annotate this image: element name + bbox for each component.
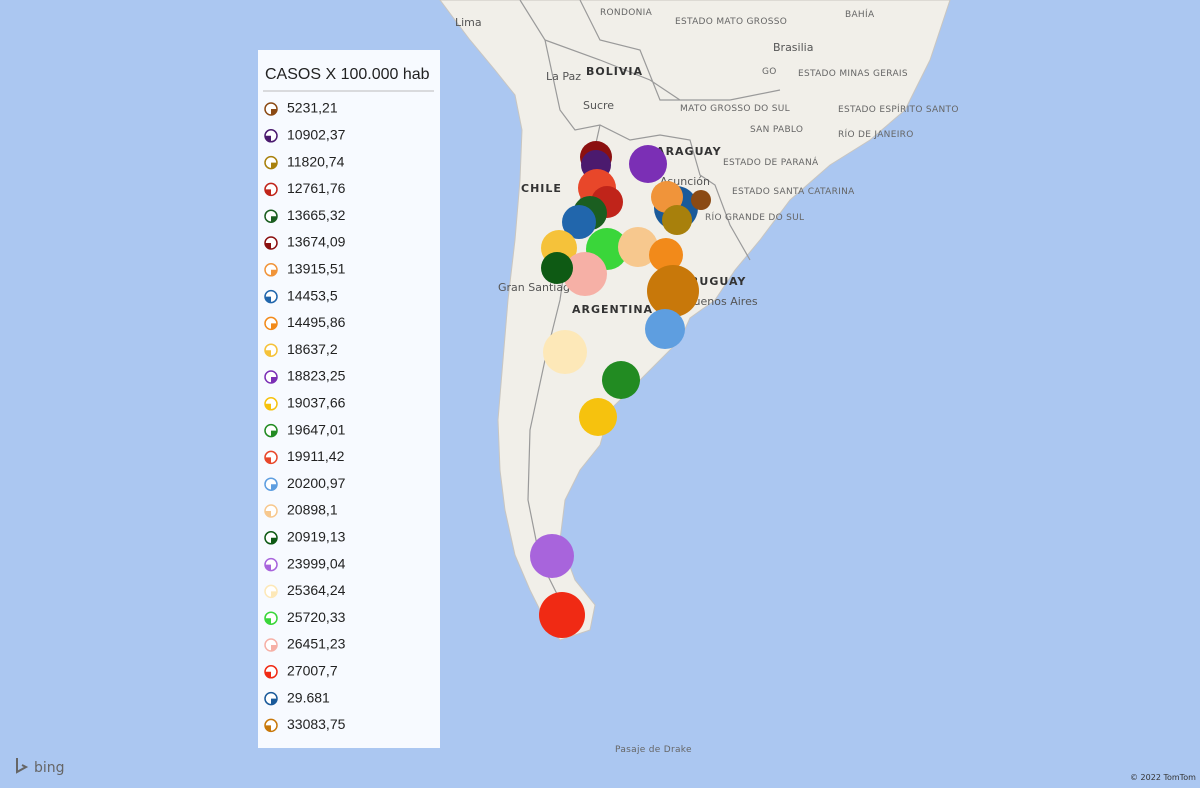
legend-icon-wedge [271, 591, 278, 598]
legend-label: 13915,51 [287, 261, 346, 277]
legend-icon-wedge [270, 323, 277, 330]
legend-icon-wedge [271, 645, 277, 651]
legend-icon-wedge [270, 269, 277, 276]
legend-label: 11820,74 [287, 153, 345, 169]
legend-icon-wedge [265, 511, 271, 517]
bubble [602, 361, 640, 399]
legend-box [258, 50, 440, 748]
legend-icon-wedge [270, 537, 277, 544]
legend-label: 25364,24 [287, 582, 346, 598]
legend-label: 12761,76 [287, 180, 346, 196]
attribution: © 2022 TomTom [1130, 773, 1196, 782]
legend-label: 13665,32 [287, 207, 346, 223]
bubble [662, 205, 692, 235]
map-label: RONDONIA [600, 8, 653, 18]
legend-label: 18823,25 [287, 368, 346, 384]
legend-label: 25720,33 [287, 609, 346, 625]
map-label: ESTADO MATO GROSSO [675, 17, 787, 27]
bubble [530, 534, 574, 578]
legend-label: 19911,42 [287, 448, 345, 464]
bubble [647, 265, 699, 317]
bubble [543, 330, 587, 374]
legend: 5231,21 10902,37 11820,74 12761,76 13665,32 1… [264, 100, 346, 733]
bubble [541, 252, 573, 284]
map-label: ESTADO MINAS GERAIS [798, 69, 908, 79]
legend-label: 26451,23 [287, 636, 346, 652]
map-label: BOLIVIA [586, 65, 643, 78]
legend-icon-wedge [270, 216, 277, 223]
brand: bing [34, 760, 65, 776]
legend-label: 19037,66 [287, 395, 346, 411]
map-label: BAHÍA [845, 8, 875, 20]
legend-icon-wedge [265, 671, 271, 678]
legend-label: 33083,75 [287, 716, 346, 732]
map-label: Brasilia [773, 41, 813, 54]
legend-label: 13674,09 [287, 234, 346, 250]
map-label: ESTADO DE PARANÁ [723, 156, 819, 168]
bubble [649, 238, 683, 272]
bubble [629, 145, 667, 183]
legend-label: 18637,2 [287, 341, 338, 357]
legend-icon-wedge [271, 484, 278, 491]
map-label: Buenos Aires [686, 295, 758, 308]
bubble [579, 398, 617, 436]
legend-icon-wedge [271, 109, 277, 115]
legend-icon-wedge [265, 296, 271, 303]
bing-logo [16, 758, 29, 774]
legend-icon-wedge [265, 350, 271, 357]
legend-label: 5231,21 [287, 100, 338, 116]
legend-icon-wedge [265, 135, 271, 142]
map-label: PARAGUAY [648, 145, 722, 158]
legend-title: CASOS X 100.000 hab [265, 66, 430, 83]
legend-icon-wedge [271, 162, 278, 169]
map-label: ESTADO SANTA CATARINA [732, 187, 855, 197]
legend-label: 29.681 [287, 689, 330, 705]
legend-icon-wedge [265, 403, 271, 410]
legend-label: 20200,97 [287, 475, 346, 491]
legend-icon-wedge [271, 430, 278, 437]
legend-icon-wedge [265, 618, 271, 625]
legend-label: 10902,37 [287, 127, 346, 143]
legend-icon-wedge [265, 457, 271, 464]
bubble [562, 205, 596, 239]
map-label: La Paz [546, 70, 581, 83]
bubble [651, 181, 683, 213]
map-label: CHILE [521, 182, 562, 195]
legend-label: 20898,1 [287, 502, 338, 518]
map-label: ESTADO ESPÍRITO SANTO [838, 103, 959, 115]
bubble [691, 190, 711, 210]
map-label: Pasaje de Drake [615, 745, 692, 755]
bubble [645, 309, 685, 349]
legend-icon-wedge [270, 698, 277, 705]
map-label: RÍO GRANDE DO SUL [705, 211, 804, 223]
legend-label: 20919,13 [287, 529, 346, 545]
map-label: MATO GROSSO DO SUL [680, 104, 790, 114]
legend-icon-wedge [265, 189, 271, 196]
map-label: SAN PABLO [750, 125, 803, 135]
map-label: Sucre [583, 99, 614, 112]
bubble [539, 592, 585, 638]
bubble [618, 227, 658, 267]
legend-icon-wedge [265, 564, 271, 571]
map-label: ARGENTINA [572, 303, 653, 316]
legend-icon-wedge [271, 377, 277, 383]
legend-label: 23999,04 [287, 555, 346, 571]
legend-label: 19647,01 [287, 421, 346, 437]
legend-icon-wedge [265, 243, 271, 249]
map-label: RÍO DE JANEIRO [838, 128, 914, 140]
legend-label: 27007,7 [287, 663, 338, 679]
legend-label: 14453,5 [287, 287, 338, 303]
map-label: GO [762, 67, 777, 77]
bubble [563, 252, 607, 296]
legend-icon-wedge [265, 725, 271, 732]
bubbles [530, 141, 711, 638]
map-label: Gran Santiago [498, 281, 577, 294]
legend-label: 14495,86 [287, 314, 346, 330]
map-label: Lima [455, 16, 482, 29]
